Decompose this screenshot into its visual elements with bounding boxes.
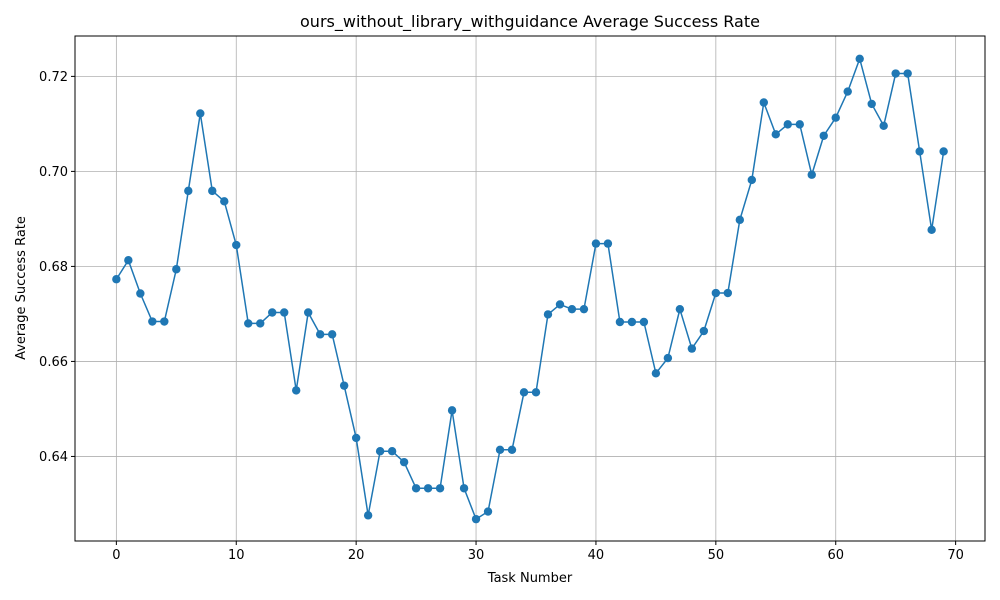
data-point	[399, 457, 409, 467]
series-group	[112, 54, 948, 524]
data-point	[591, 239, 601, 248]
x-tick-label: 20	[348, 548, 365, 563]
data-point	[555, 300, 565, 309]
data-point	[459, 484, 469, 493]
data-point	[244, 319, 253, 328]
data-point	[208, 186, 217, 196]
plot-area-frame	[74, 35, 986, 542]
data-point	[603, 239, 613, 248]
x-tick-label: 50	[708, 548, 725, 563]
data-point	[268, 308, 277, 317]
data-point	[447, 406, 457, 415]
data-point	[903, 69, 912, 78]
data-point	[759, 98, 768, 107]
data-point	[411, 484, 421, 493]
data-point	[184, 186, 193, 196]
data-point	[471, 514, 481, 524]
data-point	[855, 54, 864, 64]
data-point	[327, 330, 337, 339]
data-point	[351, 433, 361, 443]
data-point	[879, 121, 888, 130]
x-tick-label: 70	[947, 548, 964, 563]
data-point	[915, 147, 924, 156]
data-point	[435, 484, 445, 493]
data-point	[124, 256, 133, 265]
data-point	[795, 120, 804, 129]
data-point	[531, 388, 541, 397]
data-point	[148, 317, 157, 326]
data-point	[375, 447, 385, 456]
data-point	[567, 304, 577, 314]
data-point	[363, 511, 373, 520]
data-point	[579, 304, 589, 314]
y-tick-label: 0.68	[39, 260, 68, 275]
data-point	[867, 99, 876, 109]
y-tick-label: 0.64	[39, 450, 68, 465]
data-point	[663, 353, 673, 363]
data-point	[831, 113, 840, 122]
y-tick-label: 0.70	[39, 165, 68, 180]
data-point	[507, 445, 517, 454]
x-tick-label: 0	[112, 548, 120, 563]
data-point	[711, 288, 721, 298]
data-point	[675, 304, 685, 314]
data-point	[723, 288, 733, 298]
grid	[75, 36, 985, 541]
x-tick-label: 30	[468, 548, 485, 563]
series-line	[115, 58, 945, 520]
data-point	[160, 317, 169, 326]
data-point	[519, 388, 529, 397]
data-point	[112, 275, 121, 284]
x-axis-label: Task Number	[487, 571, 573, 586]
data-point	[232, 240, 241, 250]
chart-title: ours_without_library_withguidance Averag…	[300, 12, 760, 32]
data-point	[615, 317, 625, 327]
data-point	[339, 381, 349, 390]
data-point	[783, 120, 792, 129]
y-tick-label: 0.72	[39, 70, 68, 85]
data-point	[280, 308, 289, 317]
data-point	[891, 69, 900, 78]
data-point	[819, 131, 828, 140]
x-tick-label: 60	[827, 548, 844, 563]
data-point	[495, 445, 505, 454]
data-point	[807, 170, 816, 179]
y-axis-label: Average Success Rate	[14, 216, 29, 360]
data-point	[771, 130, 780, 139]
data-point	[292, 386, 301, 395]
data-point	[387, 447, 397, 456]
data-point	[651, 369, 661, 378]
data-point	[747, 175, 757, 185]
data-point	[843, 87, 852, 96]
data-point	[735, 215, 745, 225]
data-point	[639, 317, 649, 327]
data-point	[303, 308, 313, 317]
data-point	[483, 507, 493, 516]
data-point	[687, 344, 697, 353]
data-point	[315, 330, 325, 339]
data-point	[220, 197, 229, 206]
y-tick-label: 0.66	[39, 355, 68, 370]
data-point	[939, 147, 948, 156]
ticks-group: 0 10 20 30 40 50 60 70 0.64 0.66 0.68 0.70 0.72	[39, 70, 964, 563]
x-tick-label: 10	[228, 548, 245, 563]
data-point	[699, 326, 709, 336]
data-point	[543, 310, 553, 319]
x-tick-label: 40	[588, 548, 605, 563]
data-point	[256, 319, 265, 328]
data-point	[927, 225, 936, 235]
data-point	[627, 317, 637, 327]
data-point	[196, 109, 205, 118]
data-point	[172, 265, 181, 274]
data-point	[423, 484, 433, 493]
data-point	[136, 289, 145, 298]
